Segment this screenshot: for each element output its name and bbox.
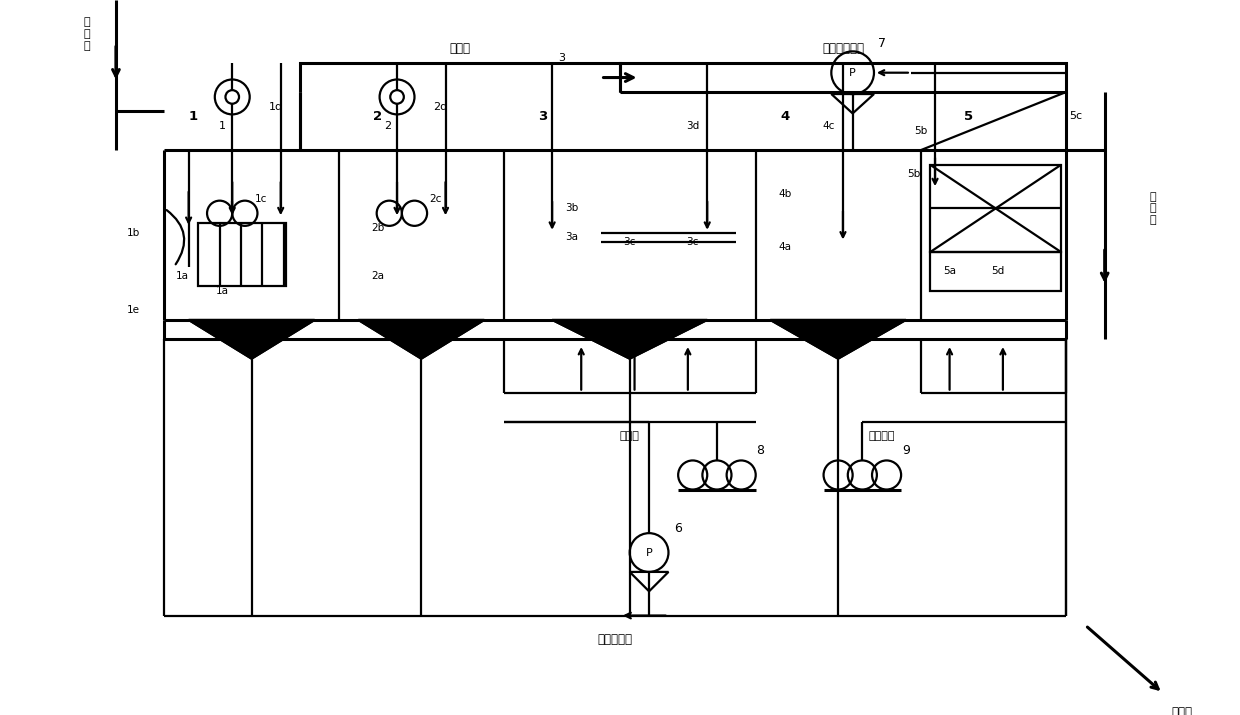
Text: 1a: 1a — [216, 286, 229, 296]
Text: 3d: 3d — [686, 121, 699, 131]
Text: 1e: 1e — [128, 305, 140, 315]
Text: 8: 8 — [756, 444, 765, 458]
Text: 5a: 5a — [944, 267, 956, 277]
Text: 9: 9 — [901, 444, 910, 458]
Text: 1a: 1a — [176, 271, 188, 281]
Bar — [198, 223, 285, 286]
Text: 1: 1 — [219, 121, 226, 131]
Text: 5b: 5b — [908, 169, 920, 179]
Text: 4c: 4c — [822, 121, 835, 131]
Text: 4a: 4a — [779, 242, 791, 252]
Text: P: P — [646, 548, 652, 558]
Text: 混合液固液管: 混合液固液管 — [822, 42, 864, 55]
Text: 3c: 3c — [624, 237, 636, 247]
Text: 3: 3 — [538, 110, 547, 123]
Text: 气冲洗管: 气冲洗管 — [868, 431, 895, 441]
Text: 5: 5 — [965, 110, 973, 123]
Text: 4b: 4b — [779, 189, 791, 199]
Polygon shape — [358, 320, 485, 359]
Text: 2: 2 — [373, 110, 382, 123]
Text: 3: 3 — [558, 53, 565, 63]
Text: 6: 6 — [675, 522, 682, 535]
Circle shape — [226, 90, 239, 104]
Polygon shape — [552, 320, 707, 359]
Text: 1b: 1b — [126, 227, 140, 237]
Text: 1c: 1c — [255, 194, 268, 204]
Polygon shape — [188, 320, 315, 359]
Text: 2a: 2a — [371, 271, 384, 281]
Circle shape — [391, 90, 404, 104]
Text: 1d: 1d — [269, 102, 283, 112]
Text: 进
水
管: 进 水 管 — [83, 17, 91, 51]
Text: 5d: 5d — [992, 267, 1004, 277]
Text: 出
水
管: 出 水 管 — [1149, 192, 1157, 225]
Polygon shape — [770, 320, 906, 359]
Text: 1: 1 — [188, 110, 198, 123]
Bar — [930, 164, 1061, 252]
Text: 3a: 3a — [565, 232, 578, 242]
Text: 曝气管: 曝气管 — [620, 431, 640, 441]
Text: 5b: 5b — [914, 126, 928, 136]
Bar — [930, 252, 1061, 291]
Text: 4: 4 — [780, 110, 790, 123]
Text: 5c: 5c — [1069, 112, 1083, 122]
Text: 2b: 2b — [371, 223, 384, 233]
Text: 排泥管: 排泥管 — [1172, 706, 1193, 715]
Text: 污泥回流管: 污泥回流管 — [598, 633, 632, 646]
Text: P: P — [849, 68, 856, 78]
Text: 7: 7 — [878, 37, 885, 50]
Text: 3b: 3b — [565, 203, 578, 213]
Text: 3c: 3c — [687, 237, 699, 247]
Text: 2d: 2d — [434, 102, 448, 112]
Text: 2c: 2c — [429, 194, 441, 204]
Text: 2: 2 — [384, 121, 391, 131]
Text: 排气管: 排气管 — [450, 42, 470, 55]
